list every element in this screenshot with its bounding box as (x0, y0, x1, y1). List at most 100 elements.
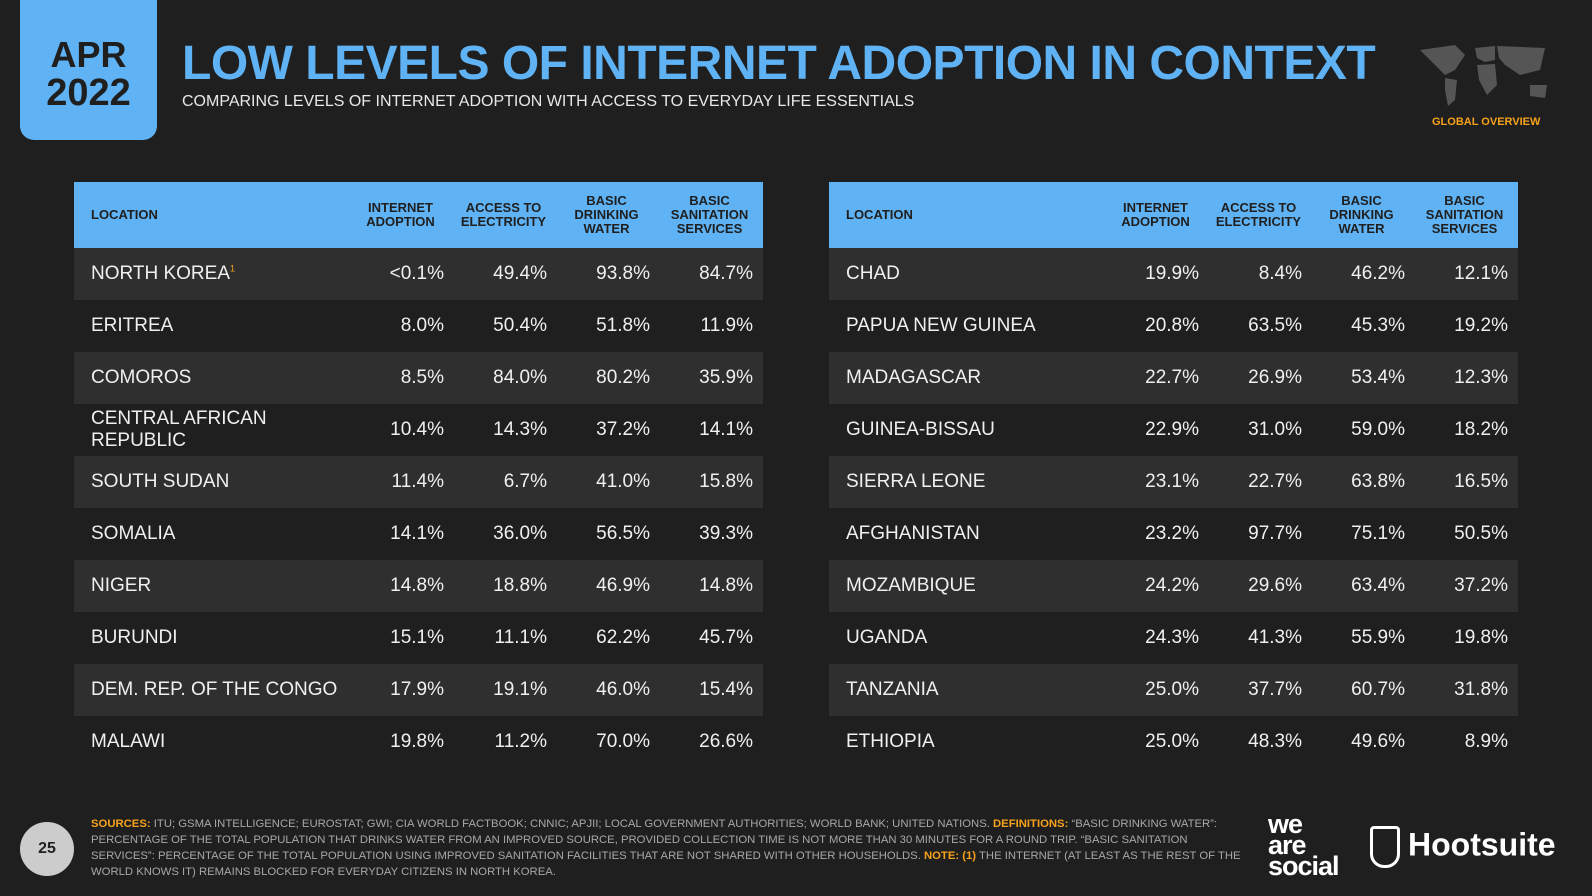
table-row: AFGHANISTAN 23.2% 97.7% 75.1% 50.5% (829, 508, 1518, 560)
cell-text: 8.0% (400, 315, 444, 336)
cell-text: 46.2% (1351, 263, 1405, 284)
cell-text: PAPUA NEW GUINEA (846, 315, 1036, 336)
cell-text: 8.9% (1464, 731, 1508, 752)
table-row: UGANDA 24.3% 41.3% 55.9% 19.8% (829, 612, 1518, 664)
table-cell: 12.3% (1413, 367, 1516, 389)
cell-text: 25.0% (1145, 679, 1199, 700)
cell-text: 24.3% (1145, 627, 1199, 648)
table-body: NORTH KOREA1 <0.1% 49.4% 93.8% 84.7% ERITREA 8… (74, 248, 763, 768)
column-header: ACCESS TO ELECTRICITY (460, 200, 547, 229)
table-cell: 35.9% (658, 367, 761, 389)
right-table: LOCATION INTERNET ADOPTION ACCESS TO ELECT… (829, 182, 1518, 768)
cell-text: 63.5% (1248, 315, 1302, 336)
cell-text: 56.5% (596, 523, 650, 544)
footnote-marker: 1 (230, 263, 236, 274)
table-cell: 19.8% (1413, 627, 1516, 649)
table-cell: 19.9% (1104, 263, 1207, 285)
table-cell: 23.1% (1104, 471, 1207, 493)
date-badge: APR 2022 (20, 0, 157, 140)
table-cell: 20.8% (1104, 315, 1207, 337)
location-cell: UGANDA (829, 627, 1104, 649)
date-month: APR (50, 34, 127, 75)
table-cell: 22.7% (1104, 367, 1207, 389)
table-cell: 8.9% (1413, 731, 1516, 753)
table-cell: 37.2% (1413, 575, 1516, 597)
cell-text: 20.8% (1145, 315, 1199, 336)
cell-text: 48.3% (1248, 731, 1302, 752)
table-row: GUINEA-BISSAU 22.9% 31.0% 59.0% 18.2% (829, 404, 1518, 456)
table-cell: 60.7% (1310, 679, 1413, 701)
table-cell: 11.4% (349, 471, 452, 493)
cell-text: 22.7% (1145, 367, 1199, 388)
table-cell: <0.1% (349, 263, 452, 285)
cell-text: 12.1% (1454, 263, 1508, 284)
table-body: CHAD 19.9% 8.4% 46.2% 12.1% PAPUA NEW GUINEA 2… (829, 248, 1518, 768)
cell-text: 53.4% (1351, 367, 1405, 388)
location-cell: ETHIOPIA (829, 731, 1104, 753)
date-year: 2022 (46, 72, 131, 114)
cell-text: 63.4% (1351, 575, 1405, 596)
table-cell: 80.2% (555, 367, 658, 389)
table-cell: 39.3% (658, 523, 761, 545)
cell-text: SOUTH SUDAN (91, 471, 230, 492)
cell-text: 45.7% (699, 627, 753, 648)
table-cell: 93.8% (555, 263, 658, 285)
column-header: LOCATION (91, 207, 158, 222)
cell-text: 8.4% (1258, 263, 1302, 284)
cell-text: 11.2% (494, 731, 547, 752)
table-cell: 19.8% (349, 731, 452, 753)
cell-text: 10.4% (390, 419, 444, 440)
table-cell: 14.8% (658, 575, 761, 597)
cell-text: 37.2% (1454, 575, 1508, 596)
location-cell: CENTRAL AFRICAN REPUBLIC (74, 408, 349, 452)
table-cell: 84.0% (452, 367, 555, 389)
table-cell: 48.3% (1207, 731, 1310, 753)
cell-text: 37.2% (596, 419, 650, 440)
cell-text: 18.8% (493, 575, 547, 596)
table-header: LOCATION INTERNET ADOPTION ACCESS TO ELECT… (74, 182, 763, 248)
table-cell: 15.4% (658, 679, 761, 701)
cell-text: 31.0% (1248, 419, 1302, 440)
table-cell: 17.9% (349, 679, 452, 701)
cell-text: 39.3% (699, 523, 753, 544)
cell-text: 15.4% (699, 679, 753, 700)
table-cell: 62.2% (555, 627, 658, 649)
table-cell: 63.8% (1310, 471, 1413, 493)
cell-text: 14.8% (390, 575, 444, 596)
cell-text: UGANDA (846, 627, 928, 648)
cell-text: 26.6% (699, 731, 753, 752)
left-table: LOCATION INTERNET ADOPTION ACCESS TO ELECT… (74, 182, 763, 768)
cell-text: BURUNDI (91, 627, 178, 648)
location-cell: MADAGASCAR (829, 367, 1104, 389)
cell-text: 19.9% (1145, 263, 1199, 284)
table-row: COMOROS 8.5% 84.0% 80.2% 35.9% (74, 352, 763, 404)
owl-icon (1370, 826, 1400, 868)
table-cell: 24.3% (1104, 627, 1207, 649)
note-number: (1) (959, 850, 977, 862)
table-row: SOMALIA 14.1% 36.0% 56.5% 39.3% (74, 508, 763, 560)
cell-text: 31.8% (1454, 679, 1508, 700)
cell-text: 45.3% (1351, 315, 1405, 336)
cell-text: 19.8% (390, 731, 444, 752)
cell-text: 63.8% (1351, 471, 1405, 492)
cell-text: 6.7% (503, 471, 547, 492)
cell-text: 75.1% (1351, 523, 1405, 544)
cell-text: 41.0% (596, 471, 650, 492)
table-cell: 11.9% (658, 315, 761, 337)
cell-text: 80.2% (596, 367, 650, 388)
cell-text: 18.2% (1454, 419, 1508, 440)
table-cell: 41.0% (555, 471, 658, 493)
hootsuite-text: Hootsuite (1408, 826, 1556, 863)
table-cell: 53.4% (1310, 367, 1413, 389)
table-cell: 46.9% (555, 575, 658, 597)
cell-text: 55.9% (1351, 627, 1405, 648)
table-cell: 97.7% (1207, 523, 1310, 545)
column-header: BASIC SANITATION SERVICES (1425, 193, 1504, 236)
cell-text: 70.0% (596, 731, 650, 752)
cell-text: 93.8% (596, 263, 650, 284)
table-cell: 70.0% (555, 731, 658, 753)
column-header: INTERNET ADOPTION (366, 200, 435, 229)
table-cell: 18.8% (452, 575, 555, 597)
table-row: BURUNDI 15.1% 11.1% 62.2% 45.7% (74, 612, 763, 664)
table-cell: 24.2% (1104, 575, 1207, 597)
